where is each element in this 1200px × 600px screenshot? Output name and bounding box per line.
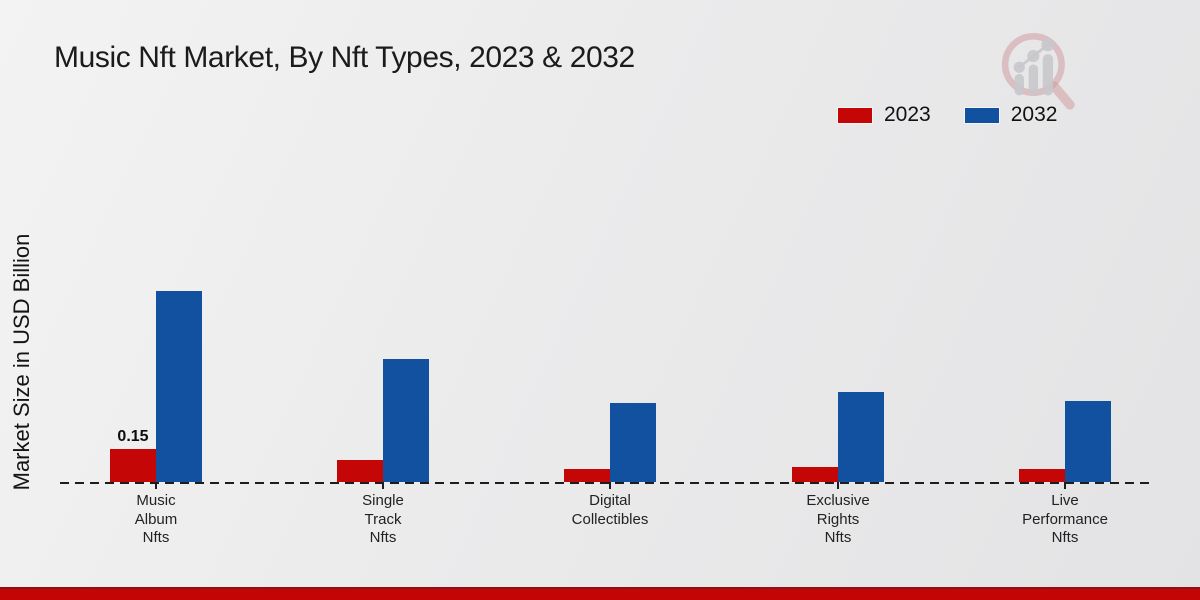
bar-2023-music-album-nfts (110, 449, 156, 482)
category-label: Digital Collectibles (571, 492, 649, 528)
bar-2032-digital-collectibles (610, 403, 656, 482)
chart-title: Music Nft Market, By Nft Types, 2023 & 2… (54, 41, 635, 74)
legend-label-2023: 2023 (884, 103, 931, 126)
legend-label-2032: 2032 (1010, 103, 1058, 126)
magnifier-growth-logo-icon (1001, 32, 1075, 110)
category-label: Exclusive Rights Nfts (806, 492, 870, 546)
legend-item-2032: 2032 (964, 103, 1058, 127)
bar-2023-single-track-nfts (337, 460, 383, 482)
legend: 2023 2032 (838, 103, 1057, 127)
x-axis-baseline (60, 482, 1155, 484)
axis-tick (609, 482, 611, 489)
bar-2032-single-track-nfts (383, 359, 429, 482)
legend-swatch-2032 (964, 107, 999, 123)
bar-2023-exclusive-rights-nfts (792, 467, 838, 482)
legend-swatch-2023 (838, 107, 872, 123)
bar-value-label: 0.15 (117, 428, 149, 445)
bar-2032-music-album-nfts (156, 291, 202, 482)
bar-2032-live-performance-nfts (1065, 401, 1111, 482)
axis-tick (837, 482, 839, 489)
category-label: Music Album Nfts (134, 492, 178, 546)
bar-2023-live-performance-nfts (1019, 469, 1065, 482)
legend-item-2023: 2023 (838, 103, 931, 127)
bar-2032-exclusive-rights-nfts (838, 392, 884, 482)
bar-2023-digital-collectibles (564, 469, 610, 482)
axis-tick (155, 482, 157, 489)
footer-accent-bar (0, 587, 1200, 600)
axis-tick (382, 482, 384, 489)
axis-tick (1064, 482, 1066, 489)
category-label: Live Performance Nfts (1022, 492, 1108, 546)
category-label: Single Track Nfts (362, 492, 404, 546)
